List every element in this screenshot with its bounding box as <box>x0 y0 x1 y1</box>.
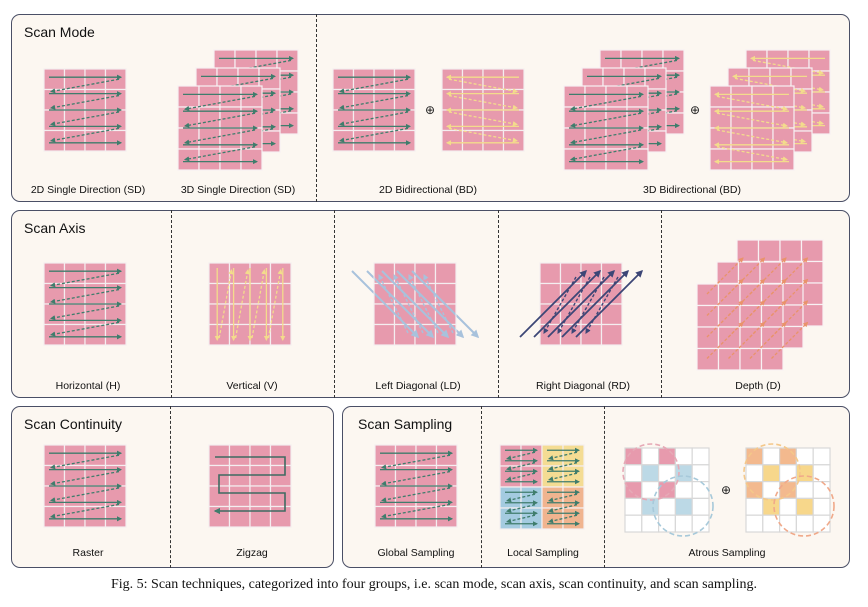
mode-divider <box>316 14 317 202</box>
raster-label: Raster <box>72 547 104 559</box>
atrous-sampling-grid-1 <box>622 443 714 537</box>
depth-label: Depth (D) <box>735 380 781 392</box>
sampling-divider-1 <box>481 406 482 568</box>
vertical-label: Vertical (V) <box>226 380 278 392</box>
local-sampling-label: Local Sampling <box>507 547 579 559</box>
global-sampling-grid <box>374 444 458 528</box>
sd2-grid <box>43 68 127 152</box>
scan-sampling-title: Scan Sampling <box>358 416 453 432</box>
bd3-grid-stack-forward <box>563 49 685 171</box>
sd2-label: 2D Single Direction (SD) <box>30 184 146 196</box>
bd3-label: 3D Bidirectional (BD) <box>642 184 742 196</box>
horizontal-label: Horizontal (H) <box>55 380 121 392</box>
sd3-grid-stack <box>177 49 299 171</box>
axis-divider-4 <box>661 210 662 398</box>
bd2-grid-forward <box>332 68 416 152</box>
atrous-sampling-label: Atrous Sampling <box>688 547 766 559</box>
bd2-plus-symbol: ⊕ <box>424 103 436 117</box>
axis-divider-2 <box>334 210 335 398</box>
zigzag-label: Zigzag <box>236 547 268 559</box>
sd3-label: 3D Single Direction (SD) <box>180 184 296 196</box>
scan-axis-title: Scan Axis <box>24 220 86 236</box>
local-sampling-grid <box>499 444 585 530</box>
left-diagonal-grid <box>351 262 480 346</box>
bd3-plus-symbol: ⊕ <box>689 103 701 117</box>
figure-caption: Fig. 5: Scan techniques, categorized int… <box>110 577 758 592</box>
left-diagonal-label: Left Diagonal (LD) <box>375 380 461 392</box>
bd2-label: 2D Bidirectional (BD) <box>378 184 478 196</box>
scan-mode-title: Scan Mode <box>24 24 95 40</box>
bd2-grid-backward <box>441 68 525 152</box>
axis-divider-1 <box>171 210 172 398</box>
continuity-divider <box>170 406 171 568</box>
right-diagonal-grid <box>519 262 644 346</box>
depth-grid-stack <box>696 239 824 371</box>
horizontal-grid <box>43 262 127 346</box>
zigzag-grid <box>208 444 292 528</box>
right-diagonal-label: Right Diagonal (RD) <box>536 380 630 392</box>
vertical-grid <box>208 262 292 346</box>
sampling-divider-2 <box>604 406 605 568</box>
bd3-grid-stack-backward <box>709 49 831 171</box>
global-sampling-label: Global Sampling <box>377 547 455 559</box>
atrous-sampling-grid-2 <box>743 443 835 537</box>
raster-grid <box>43 444 127 528</box>
axis-divider-3 <box>498 210 499 398</box>
atrous-plus-symbol: ⊕ <box>720 483 732 497</box>
scan-continuity-title: Scan Continuity <box>24 416 123 432</box>
